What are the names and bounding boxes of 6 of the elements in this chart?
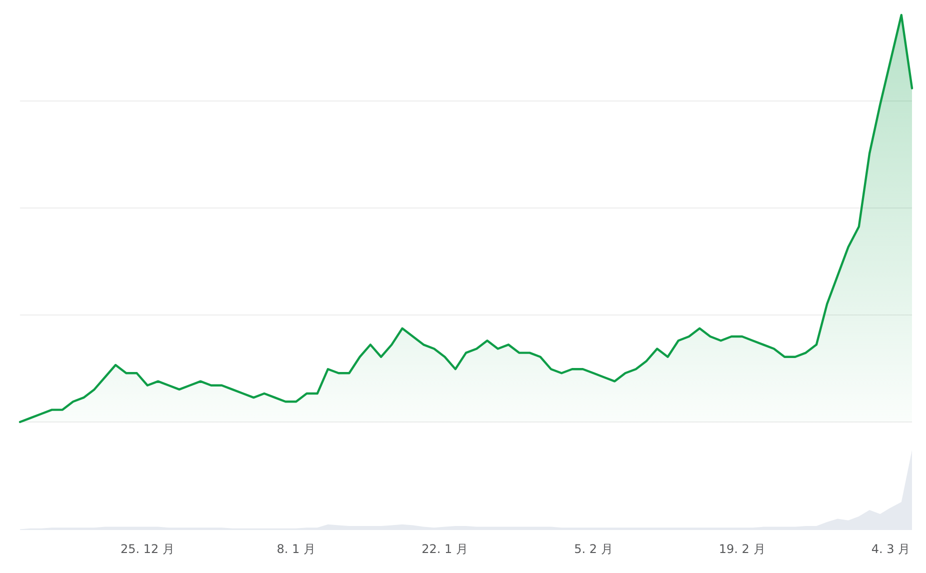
x-tick-label: 4. 3 月 [871, 542, 910, 556]
x-tick-label: 19. 2 月 [718, 542, 766, 556]
x-tick-label: 5. 2 月 [574, 542, 613, 556]
x-tick-label: 25. 12 月 [120, 542, 174, 556]
x-tick-label: 22. 1 月 [422, 542, 468, 556]
x-tick-label: 8. 1 月 [276, 542, 316, 556]
